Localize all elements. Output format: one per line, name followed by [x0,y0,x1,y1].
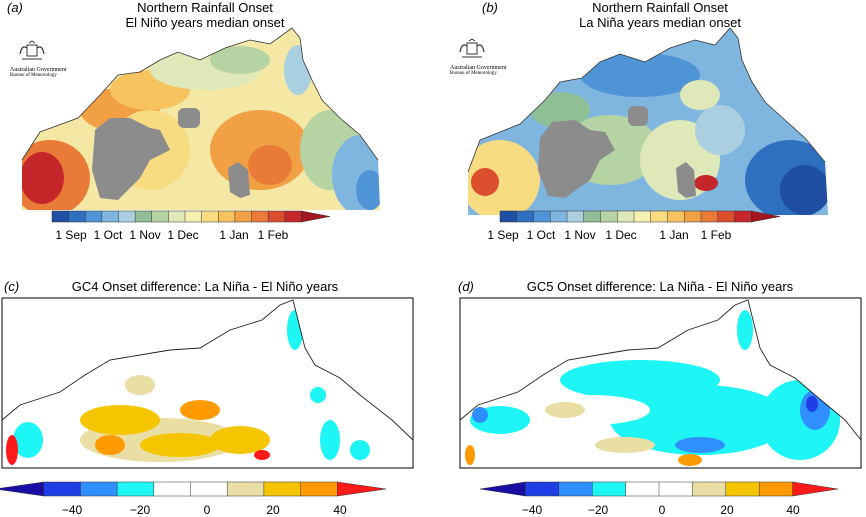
panel-c-letter: (c) [4,279,20,294]
colorbar-swatch [692,481,727,497]
coat-of-arms-icon [19,40,45,60]
panel-b-tick: 1 Jan [659,228,689,242]
logo-bureau-text: Bureau of Meteorology [450,71,497,76]
panel-a-tick: 1 Feb [257,228,289,242]
colorbar-swatch [758,481,794,497]
panel-d-tick: 0 [658,503,666,517]
colorbar-swatch [751,210,781,223]
panel-c-tick: 0 [203,503,211,517]
colorbar-swatch [725,481,760,497]
panel-b-title-line2: La Niña years median onset [579,15,741,30]
panel-c-title: GC4 Onset difference: La Niña - El Niño … [71,279,339,294]
colorbar-swatch [792,481,839,497]
panel-b-letter: (b) [482,0,498,15]
coat-of-arms-icon [459,38,485,58]
panel-a-letter: (a) [7,0,23,15]
logo-government-text: Australian Government [10,67,67,73]
colorbar-swatch [558,481,593,497]
panel-a-logo: Australian Government Bureau of Meteorol… [10,40,72,78]
panel-d-letter: (d) [458,279,474,294]
colorbar-swatch [658,481,693,497]
colorbar-swatch [337,481,387,497]
panel-d-tick: 20 [720,503,734,517]
logo-government-text: Australian Government [450,65,507,71]
colorbar-swatch [525,481,560,497]
panel-b-tick: 1 Nov [564,228,596,242]
panel-d-tick: −20 [587,503,609,517]
panel-a-tick: 1 Jan [219,228,249,242]
panel-a-tick: 1 Oct [93,228,123,242]
panel-b-tick: 1 Oct [526,228,556,242]
colorbar-swatch [591,481,627,497]
panel-b-title-line1: Northern Rainfall Onset [592,0,728,15]
panel-b-tick: 1 Sep [487,228,519,242]
panel-d-tick: −40 [521,503,543,517]
panel-b-tick: 1 Feb [700,228,732,242]
panel-d-tick: 40 [786,503,800,517]
colorbar-swatch [479,481,526,497]
panel-a-tick: 1 Nov [129,228,161,242]
panel-b-tick: 1 Dec [605,228,637,242]
colorbar-swatch [625,481,660,497]
panel-a-title-line2: El Niño years median onset [125,15,285,30]
panel-d-title: GC5 Onset difference: La Niña - El Niño … [526,279,794,294]
panel-b-logo: Australian Government Bureau of Meteorol… [450,38,512,76]
logo-bureau-text: Bureau of Meteorology [10,73,57,78]
panel-a-title-line1: Northern Rainfall Onset [137,0,273,15]
panel-a-tick: 1 Sep [55,228,87,242]
panel-a-tick: 1 Dec [167,228,199,242]
colorbar-swatch [301,210,331,223]
